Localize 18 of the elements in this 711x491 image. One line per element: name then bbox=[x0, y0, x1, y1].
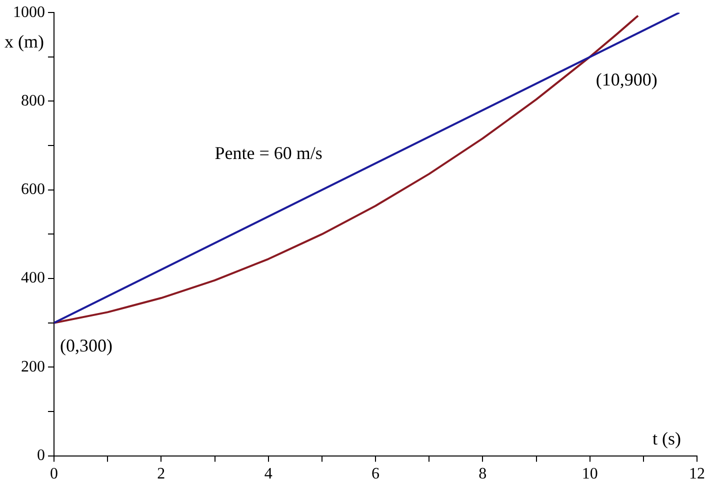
annotation: Pente = 60 m/s bbox=[214, 143, 322, 164]
x-tick-label: 0 bbox=[50, 466, 58, 483]
annotation: (0,300) bbox=[60, 336, 112, 356]
x-tick-label: 10 bbox=[582, 466, 598, 483]
x-axis-title: t (s) bbox=[652, 428, 681, 449]
x-tick-label: 4 bbox=[264, 466, 272, 483]
y-tick-label: 200 bbox=[21, 358, 45, 376]
annotation: (10,900) bbox=[596, 70, 658, 90]
x-tick-label: 12 bbox=[689, 466, 705, 483]
x-tick-label: 8 bbox=[478, 466, 487, 483]
y-tick-label: 1000 bbox=[13, 4, 45, 21]
y-tick-label: 400 bbox=[21, 270, 45, 287]
x-tick-label: 2 bbox=[157, 466, 166, 483]
y-axis-title: x (m) bbox=[4, 31, 44, 52]
y-tick-label: 0 bbox=[37, 447, 45, 464]
y-tick-label: 800 bbox=[21, 92, 45, 110]
y-tick-label: 600 bbox=[21, 181, 45, 198]
x-tick-label: 6 bbox=[372, 466, 380, 483]
